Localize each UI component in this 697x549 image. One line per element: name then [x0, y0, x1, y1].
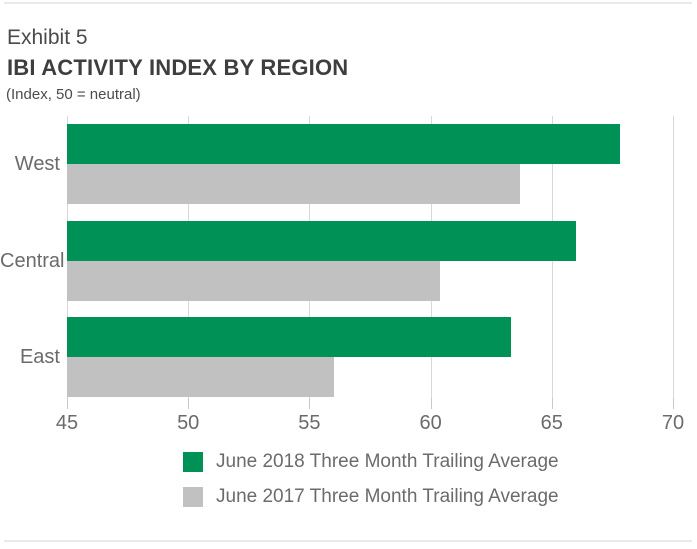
- bar-east-series-0: [67, 317, 511, 357]
- bar-group-east: East: [20, 317, 673, 397]
- bar-east-series-1: [67, 357, 334, 397]
- x-tick-label-45: 45: [55, 412, 79, 434]
- legend-swatch-1: [183, 487, 203, 507]
- tickmark-x-50: [188, 398, 190, 409]
- x-tick-label-50: 50: [177, 412, 200, 434]
- bar-central-series-1: [67, 261, 441, 301]
- legend-item-0: June 2018 Three Month Trailing Average: [183, 451, 559, 472]
- tickmark-x-60: [430, 398, 432, 409]
- top-divider: [4, 2, 692, 4]
- x-tick-label-65: 65: [540, 412, 563, 434]
- chart-subtitle: (Index, 50 = neutral): [6, 86, 141, 103]
- gridline-x-70: [673, 116, 674, 398]
- legend-item-1: June 2017 Three Month Trailing Average: [183, 486, 559, 507]
- tickmark-x-65: [551, 398, 553, 409]
- exhibit-number: Exhibit 5: [7, 26, 88, 49]
- legend-label-1: June 2017 Three Month Trailing Average: [216, 486, 559, 507]
- tickmark-x-70: [673, 398, 674, 409]
- bar-west-series-1: [67, 164, 521, 204]
- legend-label-0: June 2018 Three Month Trailing Average: [216, 451, 559, 472]
- bar-central-series-0: [67, 221, 577, 261]
- plot-area: 45 50 55 60 65 70 West Central East: [0, 116, 684, 434]
- bar-west-series-0: [67, 124, 620, 164]
- category-label-west: West: [14, 153, 60, 175]
- category-label-east: East: [19, 346, 60, 368]
- bottom-divider: [4, 540, 692, 542]
- tickmark-x-45: [67, 398, 68, 409]
- x-tick-label-55: 55: [298, 412, 321, 434]
- chart-legend: June 2018 Three Month Trailing Average Ju…: [183, 451, 559, 522]
- category-label-central: Central: [0, 250, 65, 272]
- x-tick-label-60: 60: [419, 412, 442, 434]
- bar-group-central: Central: [0, 221, 673, 301]
- bar-group-west: West: [15, 124, 673, 204]
- tickmark-x-55: [309, 398, 311, 409]
- x-tick-label-70: 70: [661, 412, 685, 434]
- chart-title: IBI ACTIVITY INDEX BY REGION: [7, 55, 349, 80]
- legend-swatch-0: [183, 452, 203, 472]
